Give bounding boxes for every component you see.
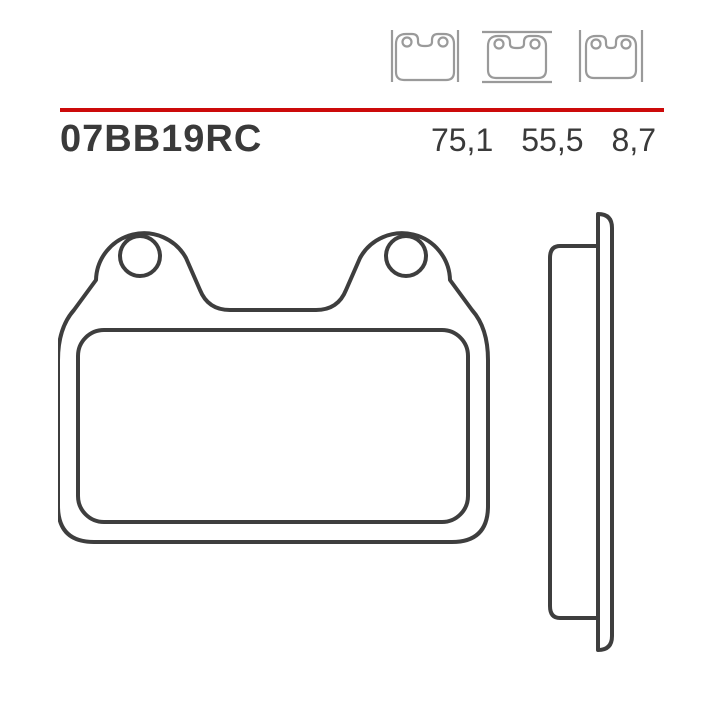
product-info-row: 07BB19RC 75,1 55,5 8,7 [60, 118, 664, 161]
dimension-width: 75,1 [431, 122, 493, 159]
product-code: 07BB19RC [60, 118, 262, 161]
side-view [550, 214, 612, 650]
dimension-height: 55,5 [521, 122, 583, 159]
width-icon [388, 28, 462, 84]
thickness-icon [572, 28, 646, 84]
dimension-icons-row [388, 28, 646, 84]
front-view [58, 233, 488, 542]
height-icon [480, 28, 554, 84]
dimension-thickness: 8,7 [612, 122, 656, 159]
accent-divider [60, 99, 664, 103]
technical-drawing [58, 210, 666, 670]
dimensions-group: 75,1 55,5 8,7 [431, 122, 664, 159]
